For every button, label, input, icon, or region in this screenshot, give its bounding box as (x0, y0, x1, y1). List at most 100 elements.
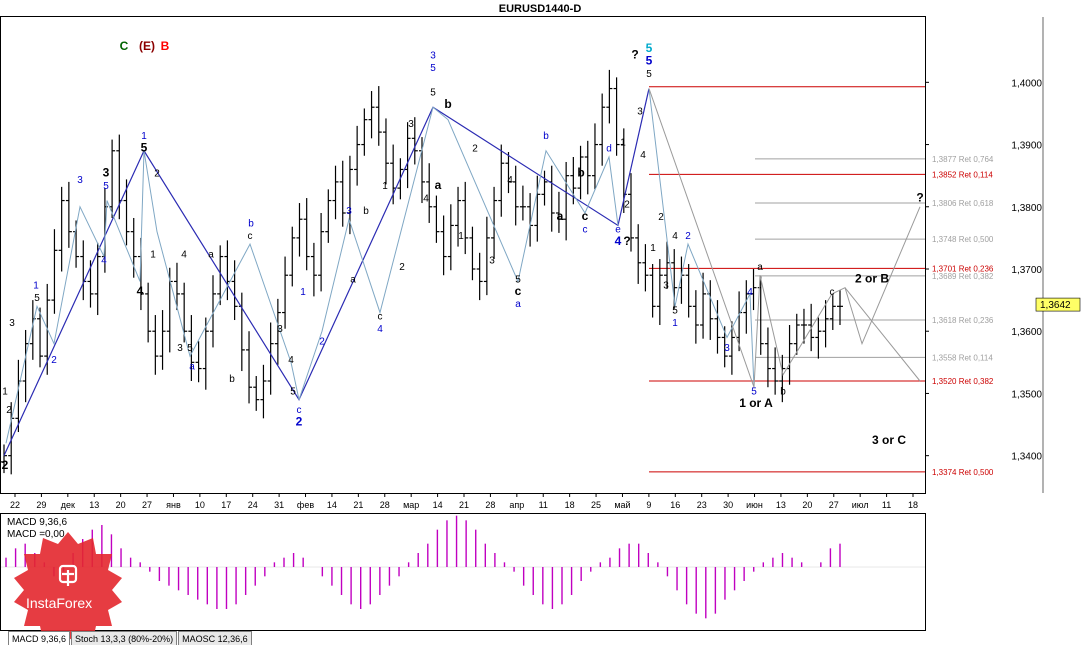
x-tick-label: июн (746, 500, 763, 510)
wave-label: 5 (187, 343, 193, 354)
wave-label: 2 (2, 458, 9, 472)
price-bar (310, 242, 317, 297)
price-bar (361, 108, 368, 156)
wave-label: 3 (177, 343, 183, 354)
price-bar (253, 376, 260, 411)
x-tick-label: 28 (380, 500, 390, 510)
price-bar (433, 195, 440, 243)
price-bar (382, 118, 389, 185)
wave-label: 1 (33, 281, 39, 292)
projection-line (844, 287, 921, 382)
price-bar (606, 69, 613, 124)
wave-label: c (378, 312, 383, 323)
price-bar (483, 216, 490, 296)
price-bar (51, 229, 58, 314)
price-bar (764, 327, 771, 388)
price-bar (613, 77, 620, 156)
price-bar (800, 308, 807, 344)
wave-label: 1 (2, 386, 8, 397)
price-bar (555, 191, 562, 233)
price-bar (274, 298, 281, 365)
wave-label: b (780, 386, 786, 397)
wave-label: 2 (319, 337, 325, 348)
macd-panel-frame (0, 513, 926, 631)
price-bar (267, 322, 274, 395)
price-bar (743, 280, 750, 334)
wave-label: 4 (288, 355, 294, 366)
y-tick-label: 1,3500 (1011, 389, 1042, 400)
fib-label: 1,3748 Ret 0,500 (932, 235, 994, 244)
current-price-label: 1,3642 (1040, 300, 1071, 311)
wave-label: 3 or C (872, 433, 906, 447)
x-tick-label: 31 (274, 500, 284, 510)
wave-label: 5 (430, 88, 436, 99)
x-tick-label: 17 (221, 500, 231, 510)
wave-label: 4 (137, 284, 144, 298)
x-tick-label: 20 (802, 500, 812, 510)
price-bar (750, 269, 757, 311)
logo-text: InstaForex (26, 595, 93, 611)
wave-label: c (297, 405, 302, 416)
wave-label: d (606, 144, 612, 155)
x-tick-label: 24 (248, 500, 258, 510)
wave-label: 3 (9, 318, 15, 329)
y-tick-label: 1,3400 (1011, 452, 1042, 463)
y-tick-label: 1,3700 (1011, 265, 1042, 276)
price-bar (426, 163, 433, 223)
wave-label: a (350, 274, 356, 285)
wave-label: c (515, 284, 522, 298)
wave-label: 3 (103, 166, 110, 180)
tab-maosc[interactable]: MAOSC 12,36,6 (178, 631, 252, 645)
wave-label: 2 (51, 355, 57, 366)
x-tick-label: 28 (485, 500, 495, 510)
projection-line (648, 88, 755, 388)
wave-label: 5 (646, 69, 652, 80)
x-tick-label: 21 (459, 500, 469, 510)
price-bar (282, 256, 289, 329)
window-title: EURUSD1440-D (499, 3, 582, 15)
x-tick-label: 13 (89, 500, 99, 510)
wave-label: 5 (141, 141, 148, 155)
price-bar (130, 217, 137, 278)
price-bar (635, 224, 642, 284)
time-axis: 22 29 дек 13 20 27 янв 10 17 24 31 фев 14 21 28 мар 14 21… (10, 493, 918, 510)
legend-cell: C (120, 39, 129, 53)
price-bar (332, 165, 339, 220)
tab-stoch[interactable]: Stoch 13,3,3 (80%-20%) (71, 631, 178, 645)
wave-label: 5 (34, 293, 40, 304)
main-chart-frame (0, 16, 926, 494)
macd-histogram (1, 515, 925, 619)
fib-levels: 1,3877 Ret 0,764 1,3852 Ret 0,114 1,3806 R… (649, 86, 994, 477)
price-bar (534, 175, 541, 242)
tab-macd[interactable]: MACD 9,36,6 (8, 631, 71, 645)
fib-label: 1,3852 Ret 0,114 (932, 170, 993, 179)
wave-label: 1 (382, 181, 388, 192)
wave-line-secondary (5, 150, 300, 444)
wave-label: 4 (747, 287, 753, 298)
wave-label: 1 (141, 131, 147, 142)
x-tick-label: 16 (670, 500, 680, 510)
wave-label: a (757, 262, 763, 273)
wave-label: c (582, 209, 589, 223)
x-tick-label: 11 (882, 500, 891, 510)
price-bar (772, 347, 779, 395)
price-bar (58, 186, 65, 272)
fib-label: 1,3877 Ret 0,764 (932, 155, 994, 164)
price-bar (649, 264, 656, 318)
wave-label: ? (623, 234, 630, 248)
projection-line (753, 206, 921, 388)
wave-label: 1 or A (739, 396, 773, 410)
price-bar (505, 152, 512, 194)
wave-line-primary (3, 88, 650, 456)
wave-label: 2 (296, 414, 303, 428)
wave-label: 3 (637, 106, 643, 117)
price-bar (260, 364, 267, 419)
price-bar (837, 290, 843, 325)
wave-label: b (248, 218, 254, 229)
wave-degree-legend: C (E) B (120, 39, 170, 53)
x-tick-label: июл (852, 500, 869, 510)
x-tick-label: 23 (697, 500, 707, 510)
wave-label: 1 (650, 243, 656, 254)
x-tick-label: 13 (776, 500, 786, 510)
